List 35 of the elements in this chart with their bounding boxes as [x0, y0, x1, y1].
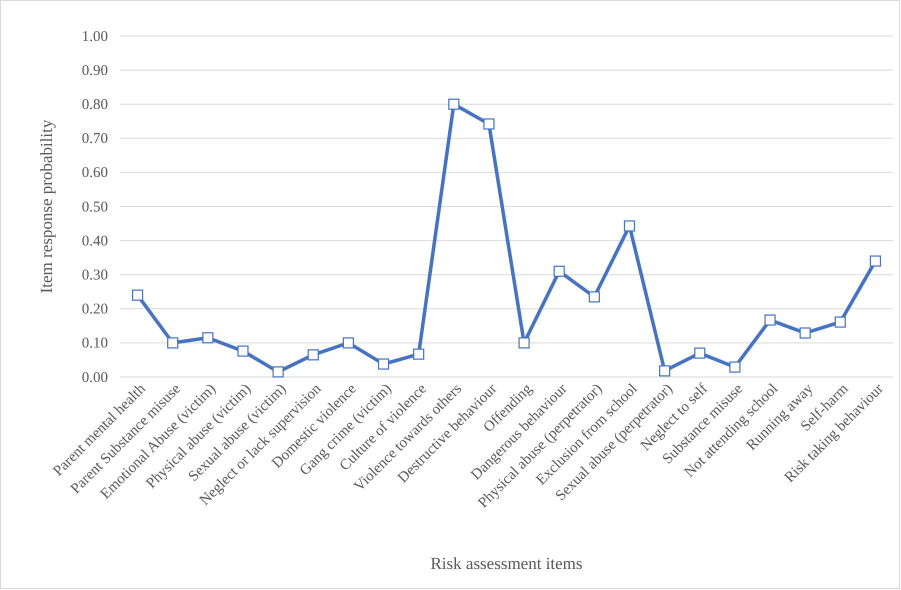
y-tick-label: 0.90: [82, 62, 108, 79]
y-tick-label: 1.00: [82, 28, 108, 45]
point: [588, 291, 600, 302]
point: [167, 337, 178, 348]
y-axis-title: Item response probability: [37, 119, 56, 294]
point: [729, 362, 740, 373]
point: [764, 314, 776, 326]
point: [870, 255, 882, 267]
y-tick-label: 0.00: [82, 370, 108, 386]
point: [413, 348, 424, 360]
y-tick-label: 0.60: [82, 165, 108, 182]
y-tick-label: 0.70: [82, 131, 108, 148]
point: [800, 327, 811, 339]
y-tick-label: 0.30: [82, 268, 108, 284]
point: [834, 316, 846, 328]
point: [237, 345, 249, 357]
point: [659, 365, 670, 376]
y-tick-label: 0.10: [82, 336, 108, 352]
point: [272, 366, 284, 378]
x-axis-title: Risk assessment items: [430, 554, 583, 573]
point: [624, 220, 636, 232]
point: [448, 98, 460, 110]
y-tick-label: 0.40: [82, 233, 108, 250]
y-tick-label: 0.20: [82, 302, 108, 318]
point: [342, 337, 354, 348]
point: [378, 358, 390, 370]
y-tick-label: 0.80: [82, 97, 108, 113]
point: [694, 348, 706, 359]
y-tick-label: 0.50: [82, 199, 108, 216]
point: [483, 118, 495, 130]
point: [202, 332, 214, 344]
point: [132, 290, 144, 301]
point: [518, 337, 530, 348]
point: [308, 349, 319, 360]
point: [554, 266, 565, 277]
